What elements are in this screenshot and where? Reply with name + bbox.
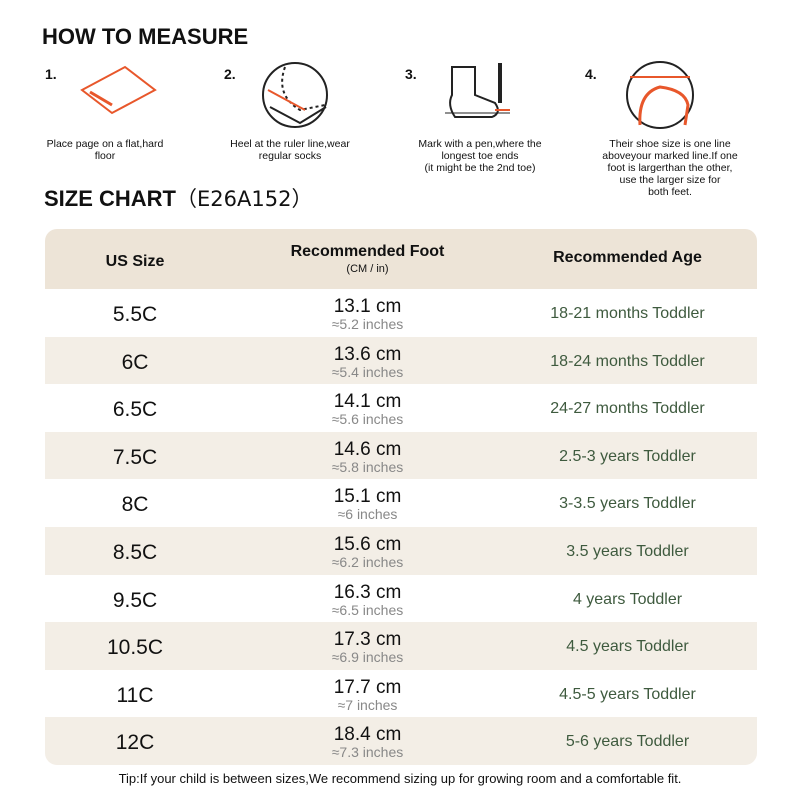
age-cell: 5-6 years Toddler: [565, 733, 690, 751]
foot-inches: ≈5.4 inches: [331, 363, 404, 380]
step-number: 4.: [585, 66, 597, 82]
caption-line: floor: [94, 150, 116, 162]
step-caption: Their shoe size is one line aboveyour mar…: [585, 138, 755, 198]
foot-cm: 17.3 cm: [333, 629, 402, 651]
header-age: Recommended Age: [553, 249, 702, 266]
step-caption: Mark with a pen,where the longest toe end…: [395, 138, 565, 174]
foot-cm: 14.6 cm: [333, 438, 402, 460]
foot-inches: ≈6.5 inches: [331, 601, 404, 618]
foot-inches: ≈5.6 inches: [331, 411, 404, 428]
caption-line: longest toe ends: [441, 150, 519, 162]
header-foot: Recommended Foot: [290, 243, 445, 260]
table-row: 7.5C 14.6 cm ≈5.8 inches 2.5-3 years Toddle…: [45, 431, 757, 480]
caption-line: Mark with a pen,where the: [418, 138, 542, 150]
age-cell: 3.5 years Toddler: [566, 542, 689, 560]
table-row: 11C 17.7 cm ≈7 inches 4.5-5 years Toddler: [45, 670, 757, 718]
age-cell: 3-3.5 years Toddler: [559, 495, 696, 513]
foot-cm: 13.1 cm: [333, 296, 402, 317]
step-number: 2.: [224, 66, 236, 82]
size-cell: 10.5C: [106, 636, 164, 660]
table-row: 5.5C 13.1 cm ≈5.2 inches 18-21 months Toddl…: [45, 289, 757, 337]
age-cell: 24-27 months Toddler: [550, 400, 705, 418]
foot-cm: 14.1 cm: [333, 391, 402, 413]
caption-line: foot is largerthan the other,: [607, 162, 733, 174]
foot-inches: ≈6.9 inches: [331, 649, 404, 666]
step-caption: Heel at the ruler line,wear regular socks: [205, 138, 375, 162]
size-cell: 12C: [115, 731, 155, 755]
table-row: 10.5C 17.3 cm ≈6.9 inches 4.5 years Toddler: [45, 622, 757, 670]
caption-line: Heel at the ruler line,wear: [230, 138, 350, 150]
size-cell: 8.5C: [112, 540, 158, 564]
size-cell: 11C: [116, 683, 154, 707]
step-number: 3.: [405, 66, 417, 82]
foot-inches: ≈6 inches: [337, 506, 398, 523]
foot-cm: 17.7 cm: [333, 676, 402, 698]
foot-cm: 15.6 cm: [333, 533, 402, 555]
tip: Tip:If your child is between sizes,We re…: [118, 771, 682, 786]
size-chart-label: SIZE CHART: [44, 186, 176, 211]
title: HOW TO MEASURE: [42, 24, 249, 49]
table-row: 8.5C 15.6 cm ≈6.2 inches 3.5 years Toddler: [45, 526, 757, 575]
header-size: US Size: [105, 253, 165, 270]
foot-inches: ≈5.8 inches: [331, 458, 404, 475]
table-header: US Size Recommended Foot (CM / in) Recom…: [45, 229, 757, 289]
foot-cm: 13.6 cm: [333, 343, 402, 365]
header-foot-unit: (CM / in): [346, 263, 389, 275]
caption-line: both feet.: [648, 186, 692, 198]
age-cell: 18-21 months Toddler: [550, 305, 705, 322]
icon-heel: [262, 62, 328, 128]
size-cell: 7.5C: [112, 445, 158, 469]
foot-inches: ≈7 inches: [337, 696, 398, 713]
size-chart-title: SIZE CHART（E26A152）: [44, 183, 312, 213]
caption-line: aboveyour marked line.If one: [602, 150, 738, 162]
foot-inches: ≈6.2 inches: [331, 553, 404, 570]
caption-line: Place page on a flat,hard: [46, 138, 164, 150]
age-cell: 4.5 years Toddler: [566, 638, 689, 656]
icons: [80, 61, 694, 129]
table-row: 8C 15.1 cm ≈6 inches 3-3.5 years Toddler: [45, 479, 757, 527]
size-cell: 5.5C: [112, 303, 158, 326]
foot-inches: ≈5.2 inches: [331, 316, 404, 332]
table-row: 6C 13.6 cm ≈5.4 inches 18-24 months Toddler: [45, 336, 757, 385]
size-cell: 6C: [121, 350, 149, 374]
foot-cm: 18.4 cm: [333, 724, 402, 746]
table-row: 6.5C 14.1 cm ≈5.6 inches 24-27 months Toddl…: [45, 384, 757, 432]
caption-line: use the larger size for: [619, 174, 721, 186]
caption-line: regular socks: [258, 150, 322, 162]
step-number: 1.: [45, 66, 57, 82]
icon-paper: [80, 65, 157, 115]
size-table: US Size Recommended Foot (CM / in) Recom…: [45, 229, 757, 765]
icon-foot: [626, 61, 694, 129]
size-cell: 6.5C: [112, 398, 158, 422]
size-chart-code: （E26A152）: [176, 187, 313, 211]
size-cell: 8C: [121, 493, 149, 517]
step-caption: Place page on a flat,hard floor: [20, 138, 190, 162]
age-cell: 2.5-3 years Toddler: [559, 447, 696, 465]
size-cell: 9.5C: [112, 588, 158, 612]
age-cell: 4 years Toddler: [572, 590, 683, 608]
icon-sock: [445, 63, 510, 118]
age-cell: 18-24 months Toddler: [550, 352, 705, 370]
caption-line: Their shoe size is one line: [609, 138, 731, 150]
foot-cm: 15.1 cm: [333, 486, 402, 508]
age-cell: 4.5-5 years Toddler: [559, 685, 696, 703]
table-row: 12C 18.4 cm ≈7.3 inches 5-6 years Toddler: [45, 717, 757, 765]
table-row: 9.5C 16.3 cm ≈6.5 inches 4 years Toddler: [45, 575, 757, 623]
foot-inches: ≈7.3 inches: [331, 744, 404, 761]
caption-line: (it might be the 2nd toe): [424, 162, 536, 174]
foot-cm: 16.3 cm: [333, 581, 402, 603]
